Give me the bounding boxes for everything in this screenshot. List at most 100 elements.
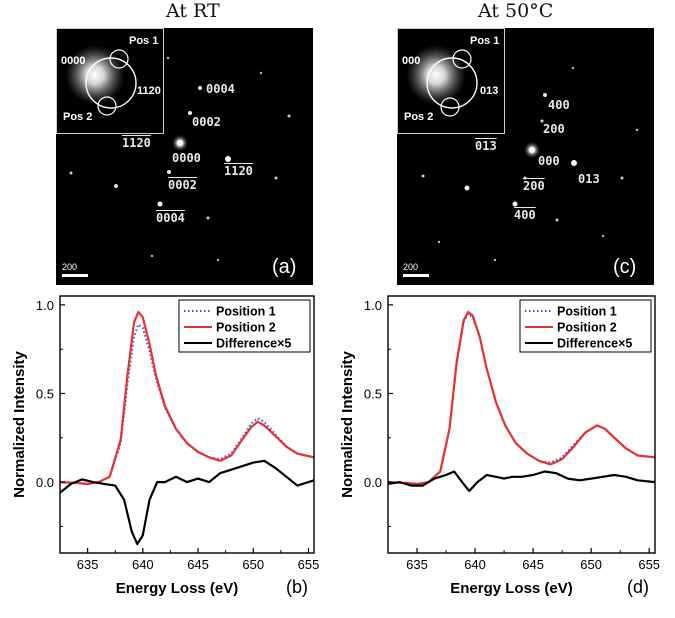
spot [166, 56, 170, 60]
scale-bar-a [62, 274, 88, 277]
spot [493, 258, 497, 262]
spot [571, 160, 577, 166]
panel-letter-c: (c) [613, 256, 637, 278]
inset-c: 000 Pos 1 013 Pos 2 [397, 28, 505, 134]
spot [601, 234, 605, 238]
ring-pos-1 [452, 49, 472, 69]
spot [167, 170, 171, 174]
series-line-3 [59, 459, 315, 546]
spot-label-0002-top: 0002 [192, 115, 221, 129]
spot [225, 156, 231, 162]
inset-c-label-pos1: Pos 1 [470, 35, 500, 47]
panel-letter: (b) [286, 577, 308, 597]
panel-letter-a: (a) [272, 256, 297, 278]
legend-label-2: Position 2 [216, 321, 276, 335]
spot-label-400-top: 400 [548, 98, 570, 112]
x-tick-label: 640 [464, 557, 486, 572]
spot-label-000: 000 [538, 154, 560, 168]
y-axis-label: Normalized Intensity [11, 350, 28, 497]
ring [426, 57, 478, 109]
y-axis-label: Normalized Intensity [339, 350, 356, 497]
plot-frame [59, 295, 315, 554]
x-tick-label: 650 [580, 557, 602, 572]
legend-label-1: Position 1 [216, 305, 276, 319]
spot-label-0000: 0000 [172, 151, 201, 165]
inset-a-label-0000: 0000 [61, 55, 86, 67]
spot [177, 140, 183, 146]
series-line-1 [59, 323, 315, 485]
spot-label-1120-right: 1120 [224, 164, 253, 178]
inset-c-label-000: 000 [402, 55, 421, 67]
spot [206, 216, 210, 220]
spot [555, 218, 559, 222]
inset-c-label-pos2: Pos 2 [404, 111, 434, 123]
inset-a: 0000 Pos 1 1120 Pos 2 [56, 28, 164, 134]
spot [198, 86, 202, 90]
spot [188, 111, 192, 115]
eels-chart-b: 635 640 645 650 655 0.0 0.5 1.0 Energy Loss (eV)… [11, 295, 320, 597]
spot [635, 128, 639, 132]
diffraction-pattern-c: 400 200 013 000 013 200 400 000 Pos 1 01… [397, 28, 654, 285]
title-at-50c: At 50°C [478, 0, 554, 22]
plot-frame [387, 295, 656, 554]
legend-label-2: Position 2 [557, 321, 617, 335]
spot [114, 184, 118, 188]
y-tick-label: 1.0 [36, 298, 54, 313]
spot [571, 66, 575, 70]
spot-label-013-right: 013 [578, 172, 600, 186]
series-line-3 [387, 470, 656, 493]
x-tick-label: 635 [406, 557, 428, 572]
spot [259, 71, 263, 75]
legend-label-1: Position 1 [557, 305, 617, 319]
spot [543, 93, 547, 97]
spot [421, 174, 425, 178]
scale-bar-c [403, 274, 429, 277]
spot-label-400-bottom: 400 [514, 208, 536, 222]
spot [157, 201, 163, 207]
spot [274, 176, 278, 180]
spot [437, 240, 441, 244]
x-tick-label: 635 [77, 557, 99, 572]
inset-a-label-pos2: Pos 2 [63, 111, 93, 123]
spot [529, 147, 535, 153]
spot [540, 119, 544, 123]
series-line-2 [387, 310, 656, 485]
inset-a-label-pos1: Pos 1 [129, 35, 159, 47]
legend-label-3: Difference×5 [216, 337, 291, 351]
spot-label-200-top: 200 [543, 122, 565, 136]
inset-a-label-1120: 1120 [137, 85, 161, 97]
x-tick-label: 650 [242, 557, 264, 572]
scale-label-c: 200 [403, 262, 419, 272]
x-tick-label: 645 [187, 557, 209, 572]
spot-label-013-left: 013 [475, 139, 497, 153]
y-tick-label: 0.5 [36, 386, 54, 401]
inset-c-label-013: 013 [480, 85, 499, 97]
inset-c-graphic [406, 45, 478, 117]
x-axis-label: Energy Loss (eV) [116, 580, 239, 597]
ring-pos-2 [97, 96, 117, 116]
spot [287, 114, 291, 118]
x-tick-label: 640 [132, 557, 154, 572]
y-tick-label: 0.0 [36, 475, 54, 490]
spot [150, 254, 154, 258]
spot-label-0002-bottom: 0002 [168, 178, 197, 192]
diffraction-pattern-a: 0004 0002 0000 1120 1120 0002 0004 0000 … [56, 28, 313, 285]
x-tick-label: 655 [298, 557, 320, 572]
spot-label-0004-top: 0004 [206, 82, 235, 96]
legend-label-3: Difference×5 [557, 337, 632, 351]
inset-a-graphic [65, 45, 137, 116]
x-tick-label: 645 [522, 557, 544, 572]
spot [69, 171, 73, 175]
x-axis-label: Energy Loss (eV) [450, 580, 573, 597]
x-tick-label: 655 [638, 557, 660, 572]
spot-label-1120-left: 1120 [122, 136, 151, 150]
series-line-2 [59, 310, 315, 485]
title-at-rt: At RT [166, 0, 220, 22]
y-tick-label: 0.5 [364, 386, 382, 401]
ring-pos-1 [109, 49, 129, 69]
scale-label-a: 200 [62, 262, 78, 272]
spot [620, 176, 624, 180]
spot-label-0004-bottom: 0004 [156, 211, 185, 225]
spot [512, 201, 518, 207]
diffraction-spots-c [421, 66, 639, 262]
